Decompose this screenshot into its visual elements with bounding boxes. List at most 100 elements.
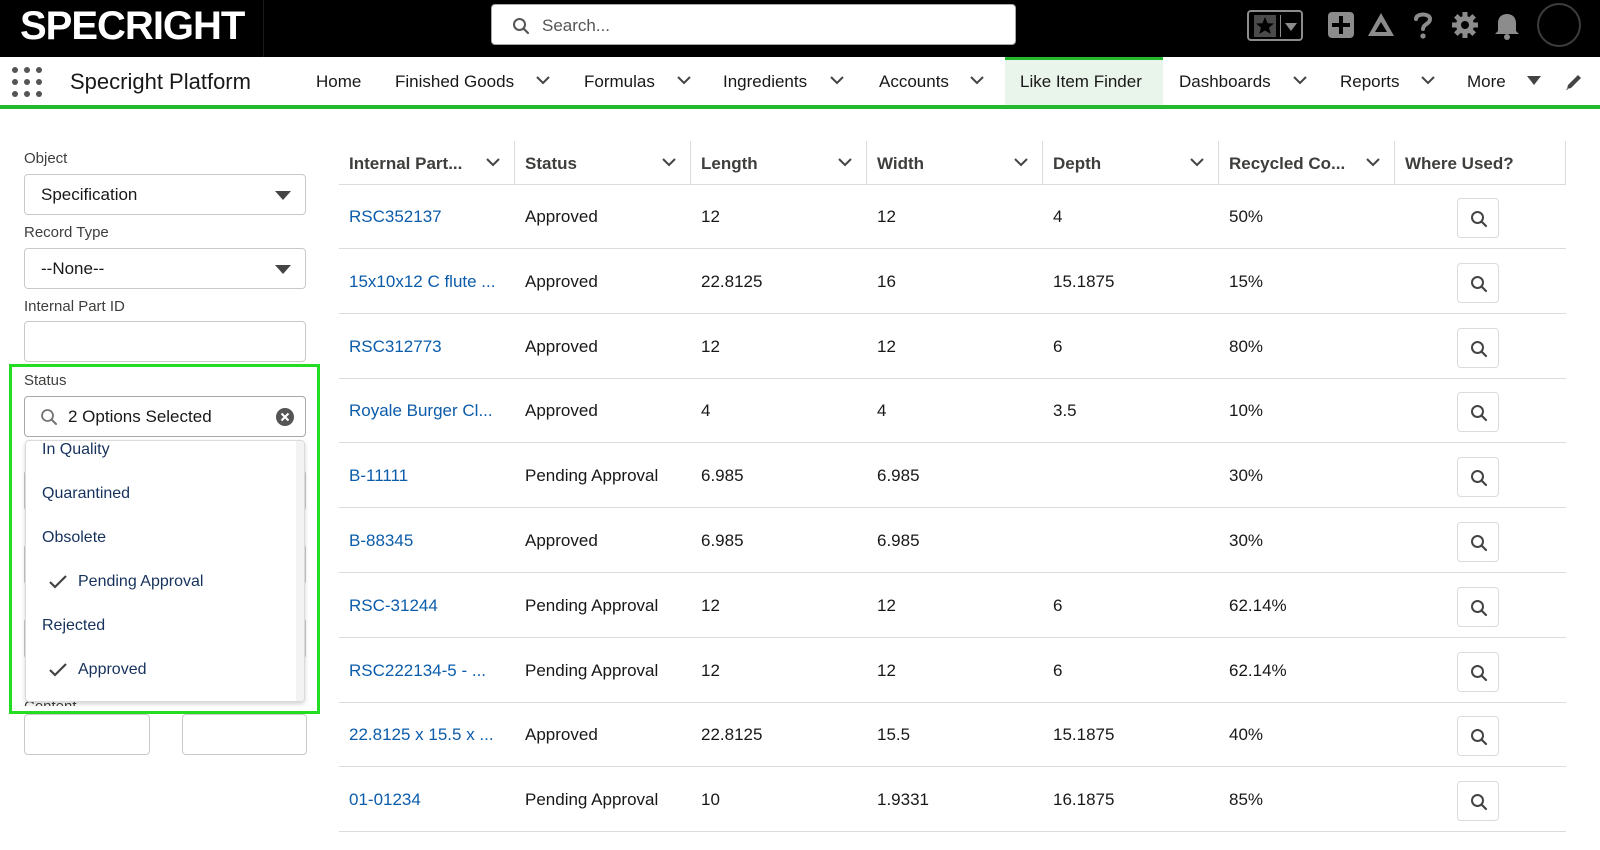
nav-item-accounts[interactable]: Accounts (879, 57, 993, 105)
chevron-down-icon[interactable] (485, 157, 501, 167)
cell-status: Approved (525, 531, 598, 550)
app-launcher-waffle-icon[interactable] (12, 67, 42, 97)
app-navigation-bar: Specright Platform Home Finished Goods F… (0, 57, 1600, 109)
where-used-search-button[interactable] (1457, 457, 1499, 498)
nav-item-like-item-finder[interactable]: Like Item Finder (1005, 57, 1163, 105)
caret-down-icon[interactable] (1527, 76, 1541, 86)
cell-internal-part-link[interactable]: Royale Burger Cl... (349, 401, 493, 421)
user-avatar[interactable] (1537, 3, 1581, 47)
where-used-search-button[interactable] (1457, 262, 1499, 303)
column-header-internal-part[interactable]: Internal Part... (339, 141, 515, 185)
column-header-label: Recycled Co... (1229, 154, 1346, 173)
specright-logo[interactable]: SPECRIGHT (0, 0, 264, 57)
nav-item-finished-goods[interactable]: Finished Goods (395, 57, 560, 105)
cell-internal-part-link[interactable]: RSC222134-5 - ... (349, 660, 487, 680)
cell-internal-part-link[interactable]: B-88345 (349, 531, 414, 550)
where-used-search-button[interactable] (1457, 716, 1499, 757)
column-divider[interactable] (690, 141, 691, 185)
column-divider[interactable] (514, 141, 515, 185)
nav-item-more[interactable]: More (1467, 57, 1547, 105)
where-used-search-button[interactable] (1457, 198, 1499, 238)
search-icon (1471, 599, 1488, 616)
global-search-input[interactable]: Search... (491, 4, 1016, 45)
status-options-dropdown[interactable]: In Quality Quarantined Obsolete Pending … (25, 440, 305, 702)
search-icon (1471, 211, 1488, 228)
table-row: RSC352137 Approved 12 12 4 50% (339, 185, 1566, 249)
range-min-input[interactable] (24, 714, 150, 755)
favorites-menu-chevron-icon[interactable] (1285, 23, 1297, 31)
internal-part-id-input[interactable] (24, 321, 306, 362)
record-type-select[interactable]: --None-- (24, 248, 306, 289)
column-divider[interactable] (1218, 141, 1219, 185)
cell-recycled-content: 62.14% (1229, 595, 1287, 615)
where-used-search-button[interactable] (1457, 586, 1499, 627)
setup-gear-icon[interactable] (1451, 11, 1479, 39)
nav-item-dashboards[interactable]: Dashboards (1179, 57, 1319, 105)
cell-recycled-content: 30% (1229, 466, 1264, 486)
status-option-pending-approval[interactable]: Pending Approval (26, 561, 304, 605)
where-used-search-button[interactable] (1457, 392, 1499, 433)
nav-item-home[interactable]: Home (316, 57, 361, 105)
search-icon (41, 409, 57, 425)
nav-item-reports[interactable]: Reports (1340, 57, 1450, 105)
chevron-down-icon[interactable] (535, 75, 551, 85)
column-divider[interactable] (1042, 141, 1043, 185)
column-header-recycled-content[interactable]: Recycled Co... (1219, 141, 1395, 185)
chevron-down-icon[interactable] (676, 75, 692, 85)
status-multiselect-input[interactable]: 2 Options Selected (24, 396, 306, 437)
chevron-down-icon[interactable] (1292, 75, 1308, 85)
where-used-search-button[interactable] (1457, 522, 1499, 562)
column-header-length[interactable]: Length (691, 141, 867, 185)
cell-internal-part-link[interactable]: 15x10x12 C flute ... (349, 271, 496, 291)
nav-item-ingredients[interactable]: Ingredients (723, 57, 853, 105)
cell-internal-part-link[interactable]: RSC352137 (349, 207, 442, 226)
clear-selection-icon[interactable] (275, 407, 295, 427)
column-header-depth[interactable]: Depth (1043, 141, 1219, 185)
chevron-down-icon[interactable] (837, 157, 853, 167)
cell-depth: 3.5 (1053, 401, 1077, 421)
cell-length: 12 (701, 660, 720, 680)
column-header-status[interactable]: Status (515, 141, 691, 185)
table-row: RSC222134-5 - ... Pending Approval 12 12 6 62… (339, 639, 1566, 703)
select-caret-icon (275, 191, 291, 200)
table-row: Royale Burger Cl... Approved 4 4 3.5 10% (339, 379, 1566, 444)
add-icon[interactable] (1327, 11, 1355, 39)
where-used-search-button[interactable] (1457, 781, 1499, 822)
chevron-down-icon[interactable] (1420, 75, 1436, 85)
cell-length: 12 (701, 336, 720, 356)
cell-recycled-content: 50% (1229, 207, 1264, 226)
notification-bell-icon[interactable] (1493, 10, 1521, 40)
search-icon (1471, 275, 1488, 292)
trailhead-icon[interactable] (1367, 11, 1395, 39)
column-divider[interactable] (866, 141, 867, 185)
cell-status: Pending Approval (525, 660, 659, 680)
range-max-input[interactable] (182, 714, 307, 755)
cell-internal-part-link[interactable]: 22.8125 x 15.5 x ... (349, 725, 494, 745)
chevron-down-icon[interactable] (969, 75, 985, 85)
help-icon[interactable] (1412, 10, 1434, 40)
status-option-rejected[interactable]: Rejected (26, 605, 304, 649)
where-used-search-button[interactable] (1457, 651, 1499, 692)
chevron-down-icon[interactable] (1189, 157, 1205, 167)
cell-internal-part-link[interactable]: 01-01234 (349, 790, 421, 810)
where-used-search-button[interactable] (1457, 327, 1499, 368)
chevron-down-icon[interactable] (829, 75, 845, 85)
dropdown-scrollbar[interactable] (296, 441, 304, 701)
chevron-down-icon[interactable] (1013, 157, 1029, 167)
column-divider (1565, 141, 1566, 185)
status-option-quarantined[interactable]: Quarantined (26, 473, 304, 517)
chevron-down-icon[interactable] (1365, 157, 1381, 167)
chevron-down-icon[interactable] (661, 157, 677, 167)
column-divider[interactable] (1394, 141, 1395, 185)
column-header-width[interactable]: Width (867, 141, 1043, 185)
favorites-button[interactable] (1247, 10, 1303, 41)
edit-nav-pencil-icon[interactable] (1564, 72, 1584, 92)
cell-internal-part-link[interactable]: RSC-31244 (349, 595, 438, 615)
cell-internal-part-link[interactable]: RSC312773 (349, 336, 442, 356)
object-select[interactable]: Specification (24, 174, 306, 215)
cell-internal-part-link[interactable]: B-11111 (349, 466, 409, 486)
status-option-approved[interactable]: Approved (26, 649, 304, 693)
nav-item-formulas[interactable]: Formulas (584, 57, 696, 105)
status-option-obsolete[interactable]: Obsolete (26, 517, 304, 561)
status-option-in-quality[interactable]: In Quality (26, 441, 304, 473)
